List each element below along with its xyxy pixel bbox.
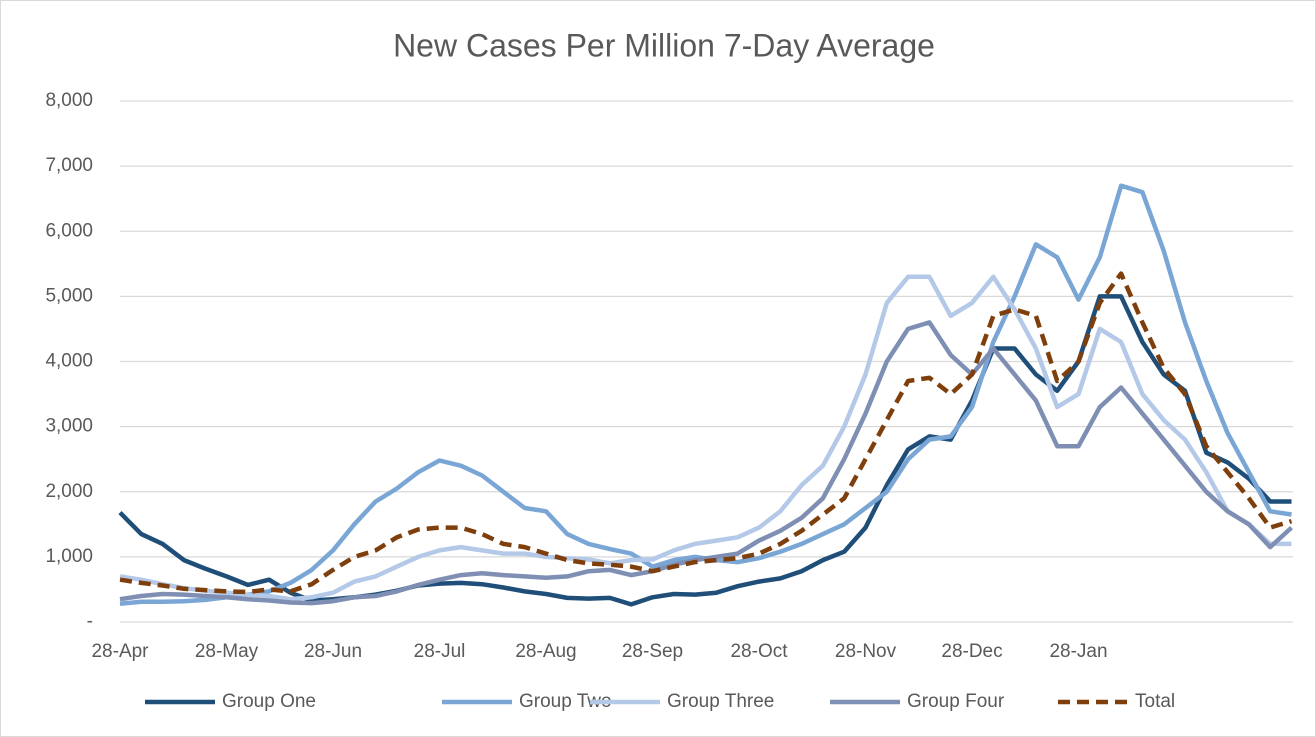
x-tick-label: 28-May [195, 641, 259, 662]
x-tick-label: 28-Jun [304, 641, 362, 662]
series-line [119, 274, 1292, 602]
y-tick-label: 2,000 [45, 481, 93, 502]
y-tick-label: 1,000 [45, 546, 93, 567]
legend-label: Group Three [667, 691, 774, 712]
x-tick-label: 28-Jan [1049, 641, 1107, 662]
y-tick-label: 3,000 [45, 416, 93, 437]
x-tick-label: 28-Oct [730, 641, 788, 662]
x-tick-label: 28-Dec [941, 641, 1002, 662]
x-tick-label: 28-Jul [414, 641, 466, 662]
x-tick-label: 28-Apr [91, 641, 149, 662]
series-line [119, 320, 1294, 606]
legend-label: Total [1135, 691, 1175, 712]
y-tick-label: 5,000 [45, 285, 93, 306]
series-line [119, 271, 1293, 595]
x-tick-label: 28-Nov [835, 641, 897, 662]
y-tick-label: - [87, 611, 93, 632]
legend-label: Group Four [907, 691, 1005, 712]
chart-title: New Cases Per Million 7-Day Average [393, 27, 935, 63]
legend-label: Group Two [519, 691, 612, 712]
y-tick-label: 6,000 [45, 220, 93, 241]
legend-label: Group One [222, 691, 316, 712]
y-tick-label: 7,000 [45, 155, 93, 176]
y-tick-label: 4,000 [45, 351, 93, 372]
x-tick-label: 28-Sep [622, 641, 683, 662]
x-tick-label: 28-Aug [515, 641, 576, 662]
y-tick-label: 8,000 [45, 90, 93, 111]
